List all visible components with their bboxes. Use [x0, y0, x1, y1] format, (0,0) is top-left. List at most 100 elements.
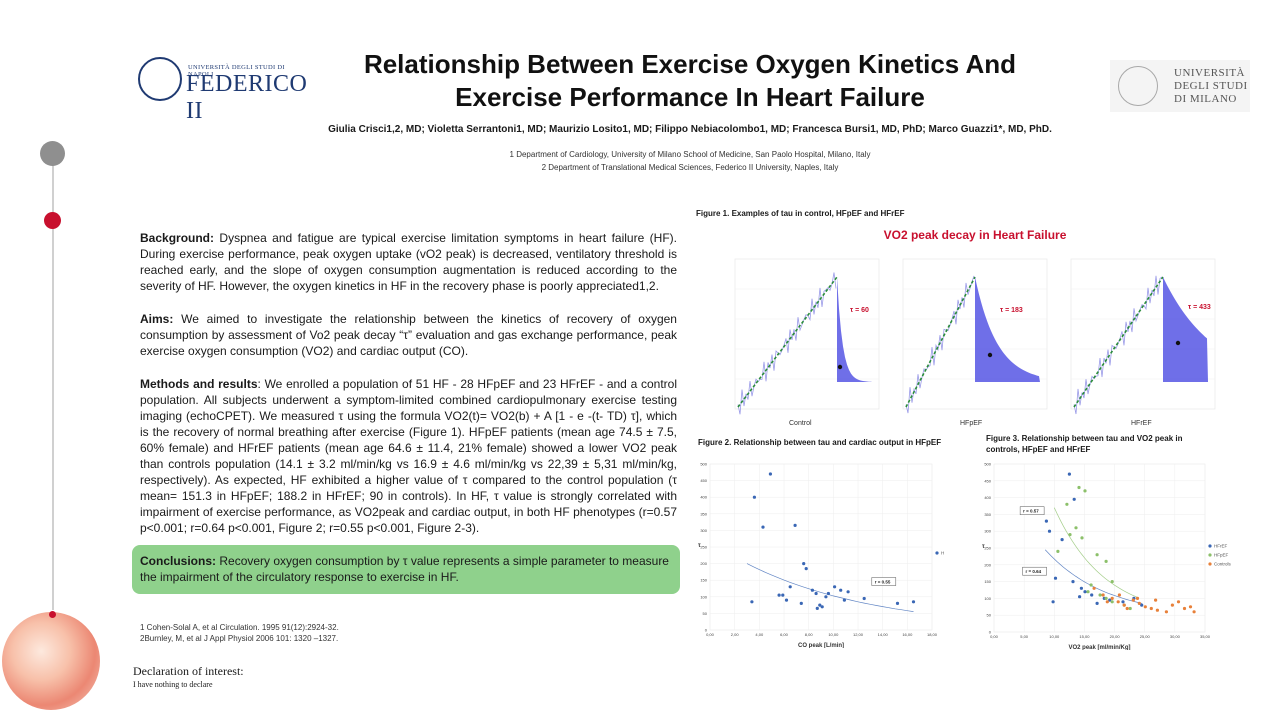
panel-hfpef: τ = 183	[902, 258, 1048, 414]
y-tick-label: 500	[700, 462, 707, 467]
figure1-title: VO2 peak decay in Heart Failure	[883, 228, 1067, 242]
data-point-controls	[1182, 606, 1187, 611]
data-point-hfpef	[1086, 590, 1090, 594]
x-tick-label: 0,00	[706, 632, 715, 637]
background-label: Background:	[140, 231, 215, 245]
federico-logo-university: UNIVERSITÀ DEGLI STUDI DI NAPOLI	[188, 64, 285, 78]
declaration-text: I have nothing to declare	[133, 680, 213, 689]
background-section: Background: Dyspnea and fatigue are typi…	[140, 230, 677, 294]
legend-marker	[1208, 544, 1212, 548]
data-point-controls	[1105, 600, 1109, 604]
panel-label-hfpef: HFpEF	[960, 420, 983, 427]
panel-hfref: τ = 433	[1070, 258, 1216, 415]
aims-section: Aims: We aimed to investigate the relati…	[140, 311, 677, 359]
data-point-controls	[1110, 596, 1114, 600]
y-tick-label: 400	[700, 495, 707, 500]
data-point-hfpef	[826, 591, 830, 596]
y-tick-label: 300	[700, 528, 707, 533]
methods-text: : We enrolled a population of 51 HF - 28…	[140, 377, 678, 535]
reference-1: 1 Cohen-Solal A, et al Circulation. 1995…	[140, 623, 339, 632]
panel-marker	[1175, 340, 1181, 346]
x-tick-label: 25,00	[1140, 634, 1151, 639]
affiliation-2: 2 Department of Translational Medical Sc…	[541, 163, 839, 172]
background-text: Dyspnea and fatigue are typical exercise…	[140, 231, 677, 293]
data-point-hfpef	[1110, 600, 1114, 604]
y-tick-label: 0	[705, 628, 708, 633]
panel-tau-label: τ = 433	[1188, 304, 1211, 311]
data-point-controls	[1135, 596, 1140, 600]
data-point-hfref	[1090, 593, 1094, 597]
y-tick-label: 100	[984, 596, 991, 601]
data-point-controls	[1116, 600, 1120, 604]
reference-2: 2Burnley, M, et al J Appl Physiol 2006 1…	[140, 634, 339, 643]
x-tick-label: 2,00	[731, 632, 740, 637]
panel-trace	[1073, 275, 1163, 415]
annotation-label: r = 0.57	[1023, 509, 1039, 514]
data-point-hfref	[1060, 538, 1064, 542]
figure3-caption: Figure 3. Relationship between tau and V…	[986, 434, 1183, 454]
timeline-line	[52, 150, 54, 610]
data-point-hfpef	[1110, 580, 1114, 584]
data-point-controls	[1131, 598, 1135, 602]
figure3-scatter-plot: 0 50 100 150 200 250 300 350 400 450 500 0,00 5,00 10…	[982, 462, 1232, 651]
data-point-hfpef	[750, 600, 754, 604]
y-tick-label: 450	[984, 478, 991, 483]
data-point-controls	[1149, 606, 1153, 611]
panel-decay-area	[1163, 277, 1208, 382]
y-tick-label: 250	[700, 545, 707, 550]
panel-marker	[837, 364, 843, 370]
panel-control: τ = 60	[734, 258, 880, 415]
y-axis-label: τ	[698, 543, 701, 549]
x-tick-label: 5,00	[1020, 634, 1029, 639]
data-point-hfpef	[777, 593, 781, 597]
data-point-hfpef	[761, 525, 765, 529]
data-point-hfref	[1078, 595, 1082, 599]
data-point-hfpef	[799, 601, 803, 605]
x-tick-label: 18,00	[927, 632, 938, 637]
y-tick-label: 50	[987, 613, 992, 618]
panel-decay-area	[975, 277, 1040, 382]
y-tick-label: 200	[700, 561, 707, 566]
data-point-hfpef	[802, 562, 806, 566]
milano-logo-text: UNIVERSITÀ DEGLI STUDI DI MILANO	[1174, 67, 1248, 105]
legend-label: HFpEF	[941, 551, 944, 556]
data-point-hfpef	[820, 605, 824, 609]
panel-tau-label: τ = 60	[850, 307, 869, 314]
data-point-controls	[1143, 605, 1147, 609]
data-point-hfpef	[1095, 553, 1099, 557]
data-point-hfref	[1053, 576, 1058, 580]
x-tick-label: 10,00	[1049, 634, 1060, 639]
data-point-hfpef	[818, 603, 822, 607]
trend-line	[746, 563, 914, 612]
conclusions-text: Recovery oxygen consumption by τ value r…	[140, 554, 669, 584]
panel-label-hfref: HFrEF	[1131, 420, 1152, 427]
x-tick-label: 20,00	[1110, 634, 1121, 639]
data-point-controls	[1092, 586, 1096, 590]
legend-marker	[935, 551, 939, 555]
aims-label: Aims:	[140, 312, 174, 326]
y-tick-label: 350	[700, 511, 707, 516]
poster-title: Relationship Between Exercise Oxygen Kin…	[363, 49, 1017, 112]
data-point-hfpef	[752, 495, 756, 499]
declaration-heading: Declaration of interest:	[133, 664, 244, 678]
y-tick-label: 300	[984, 529, 991, 534]
data-point-hfpef	[1083, 489, 1087, 493]
data-point-hfpef	[862, 596, 866, 601]
data-point-controls	[1176, 600, 1181, 604]
y-tick-label: 400	[984, 495, 991, 500]
y-tick-label: 450	[700, 478, 707, 483]
data-point-hfref	[1083, 590, 1087, 594]
data-point-controls	[1154, 598, 1158, 602]
data-point-hfpef	[804, 567, 808, 571]
figure2-scatter-plot: 0 50 100 150 200 250 300 350 400 450 500 0,00 2,00 4,…	[698, 462, 944, 649]
timeline-dot-red	[44, 212, 61, 229]
y-tick-label: 0	[989, 630, 992, 635]
data-point-hfpef	[846, 590, 850, 594]
authors: Giulia Crisci1,2, MD; Violetta Serranton…	[328, 124, 1052, 135]
x-tick-label: 10,00	[828, 632, 839, 637]
data-point-hfpef	[814, 591, 818, 596]
data-point-hfref	[1095, 601, 1099, 605]
data-point-controls	[1117, 593, 1121, 597]
y-tick-label: 500	[984, 462, 991, 467]
x-tick-label: 12,00	[853, 632, 864, 637]
